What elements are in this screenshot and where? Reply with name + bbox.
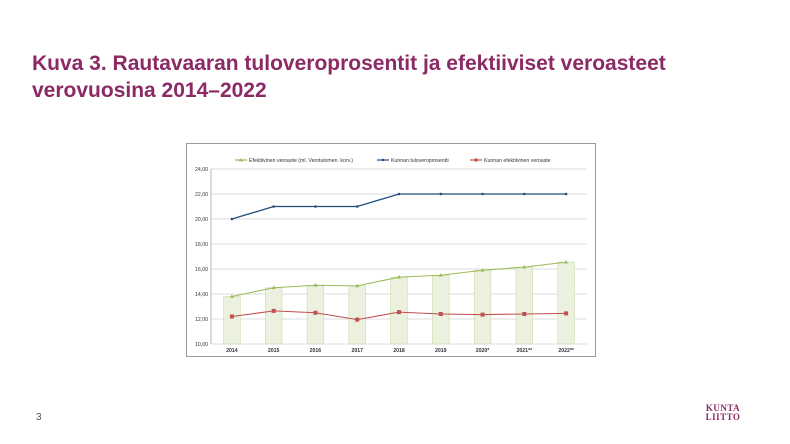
chart-bars xyxy=(223,261,575,345)
point-1 xyxy=(523,192,526,196)
x-tick-label: 2016 xyxy=(310,348,322,354)
x-tick-label: 2014 xyxy=(226,348,238,354)
point-2 xyxy=(397,310,401,315)
legend-marker xyxy=(381,158,385,162)
legend-label: Kunnan tuloveroprosentti xyxy=(391,158,449,164)
kuntaliitto-logo: KUNTA LIITTO xyxy=(700,404,746,422)
y-tick-label: 10,00 xyxy=(195,342,208,348)
point-0 xyxy=(438,273,443,277)
series-line-1 xyxy=(231,193,567,220)
point-1 xyxy=(355,205,359,208)
point-2 xyxy=(229,314,234,319)
chart-lines xyxy=(229,192,569,322)
point-2 xyxy=(313,310,318,315)
point-1 xyxy=(564,192,568,196)
y-tick-label: 24,00 xyxy=(195,167,208,173)
slide-title: Kuva 3. Rautavaaran tuloveroprosentit ja… xyxy=(32,52,666,102)
bar-effective-total xyxy=(557,261,575,345)
bar-effective-total xyxy=(432,275,450,345)
point-2 xyxy=(355,317,360,322)
chart-legend: Efektiivinen veroaste (ml. Verotulomen. … xyxy=(235,158,551,164)
point-0 xyxy=(522,264,527,269)
page-number: 3 xyxy=(36,412,42,423)
point-0 xyxy=(355,283,360,288)
bar-effective-total xyxy=(223,296,241,345)
y-tick-label: 14,00 xyxy=(195,292,208,298)
point-0 xyxy=(313,283,318,287)
point-2 xyxy=(438,312,443,316)
legend-marker xyxy=(239,158,243,162)
y-axis: 10,00 12,00 14,00 16,00 18,00 20,00 22,00 24,00 xyxy=(195,167,212,348)
point-0 xyxy=(229,294,234,298)
point-1 xyxy=(397,192,401,196)
bar-effective-total xyxy=(348,285,366,345)
chart-frame: Efektiivinen veroaste (ml. Verotulomen. … xyxy=(186,143,596,357)
point-1 xyxy=(314,205,317,208)
point-0 xyxy=(397,274,401,279)
x-tick-label: 2015 xyxy=(268,348,280,354)
point-2 xyxy=(522,312,527,316)
point-2 xyxy=(271,308,276,313)
legend-marker xyxy=(474,158,478,162)
logo-line-1: KUNTA xyxy=(705,403,741,413)
x-tick-label: 2019 xyxy=(435,348,447,354)
point-0 xyxy=(564,259,569,264)
x-axis: 2014 2015 2016 2017 2018 2019 2020* 2021** 2022*… xyxy=(226,348,575,354)
point-1 xyxy=(230,217,234,221)
y-tick-label: 20,00 xyxy=(195,217,208,223)
point-1 xyxy=(439,192,443,196)
bar-effective-total xyxy=(473,270,492,345)
legend-label: Efektiivinen veroaste (ml. Verotulomen. … xyxy=(249,158,353,164)
y-tick-label: 16,00 xyxy=(195,267,208,273)
point-1 xyxy=(272,205,275,208)
y-tick-label: 12,00 xyxy=(195,317,208,323)
x-tick-label: 2022** xyxy=(558,348,575,354)
x-tick-label: 2018 xyxy=(393,348,405,354)
x-tick-label: 2021** xyxy=(517,348,534,354)
point-1 xyxy=(481,192,484,196)
bar-effective-total xyxy=(265,287,283,345)
bar-effective-total xyxy=(515,266,533,345)
x-tick-label: 2020* xyxy=(476,348,491,354)
legend-label: Kunnan efektiivinen veroaste xyxy=(484,158,551,164)
y-tick-label: 18,00 xyxy=(195,242,208,248)
point-0 xyxy=(480,268,485,272)
point-0 xyxy=(271,285,276,290)
point-2 xyxy=(480,312,485,317)
point-2 xyxy=(564,311,569,316)
x-tick-label: 2017 xyxy=(351,348,363,354)
y-tick-label: 22,00 xyxy=(195,192,208,198)
chart: Efektiivinen veroaste (ml. Verotulomen. … xyxy=(195,158,587,354)
logo-line-2: LIITTO xyxy=(705,412,741,422)
